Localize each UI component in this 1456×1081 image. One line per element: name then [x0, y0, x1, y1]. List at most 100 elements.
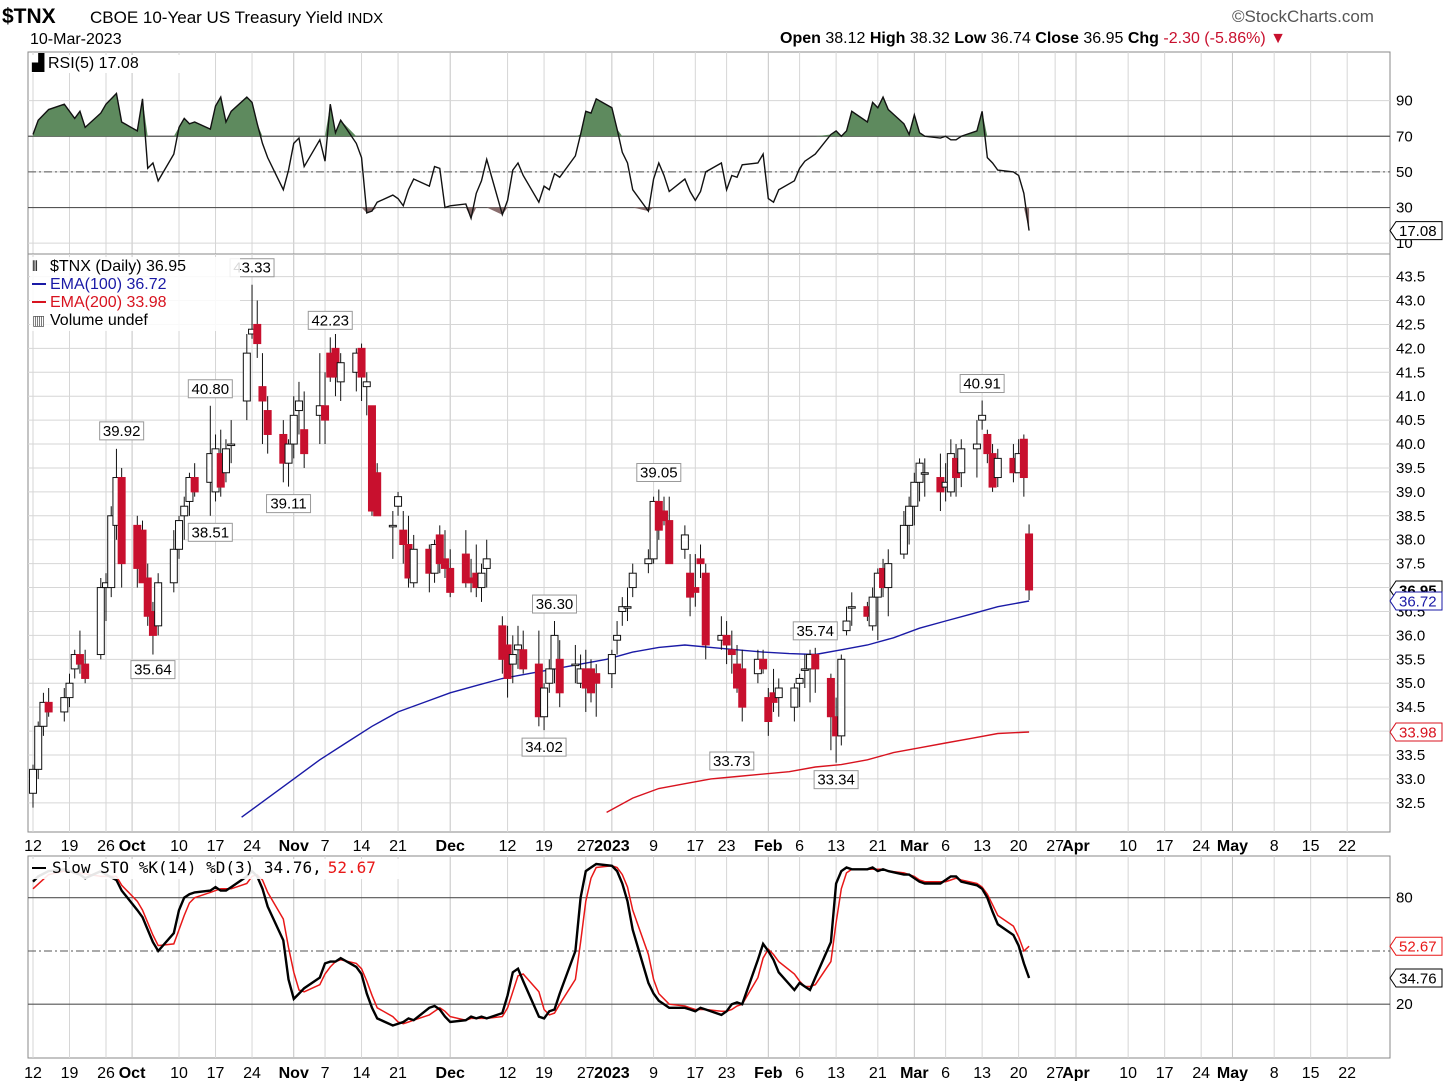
candle-body: [993, 457, 1002, 479]
x-tick-label: 24: [1192, 838, 1210, 855]
x-tick-label: 6: [941, 838, 950, 855]
candle-body: [44, 701, 53, 713]
candle-body: [321, 405, 330, 421]
candle-body: [613, 634, 622, 641]
rsi-label-bg: [32, 55, 182, 73]
x-tick-label: 22: [1338, 838, 1356, 855]
x-tick-label: 6: [795, 838, 804, 855]
price-annotation-box: [709, 751, 755, 771]
x-tick-label: 26: [97, 1065, 115, 1081]
x-tick-label: 24: [1192, 1065, 1210, 1081]
x-tick-label: 14: [353, 838, 371, 855]
sto-label: Slow STO %K(14) %D(3) 34.76, 52.67: [52, 858, 376, 877]
candle-body: [362, 381, 371, 388]
x-tick-label: May: [1217, 838, 1248, 855]
x-tick-label: 20: [1010, 838, 1028, 855]
candle-body: [373, 472, 382, 517]
price-value-tag-box: [1389, 591, 1443, 611]
ticker-full-name: CBOE 10-Year US Treasury Yield: [90, 8, 343, 27]
x-tick-label: Feb: [754, 838, 783, 855]
price-tick-label: 38.0: [1396, 532, 1425, 549]
candle-body: [289, 414, 298, 445]
candle-body: [180, 505, 189, 517]
candle-body: [446, 567, 455, 593]
price-tick-label: 41.5: [1396, 364, 1425, 381]
candle-body: [837, 658, 846, 737]
chart-header: $TNX CBOE 10-Year US Treasury Yield INDX…: [0, 0, 1456, 52]
price-annotation-box: [959, 374, 1005, 394]
legend-entry: EMA(100) 36.72: [50, 276, 167, 293]
rsi-label-icon: ▟: [31, 53, 45, 72]
price-tick-label: 42.5: [1396, 316, 1425, 333]
x-tick-label: 19: [535, 1065, 553, 1081]
candle-body: [660, 510, 669, 522]
x-tick-label: Mar: [900, 1065, 928, 1081]
rsi-tick-label: 90: [1396, 93, 1413, 110]
candle-body: [665, 520, 674, 565]
legend-entry: Volume undef: [50, 312, 148, 329]
price-tick-label: 36.0: [1396, 627, 1425, 644]
low-label: Low: [954, 30, 987, 47]
price-annotation-label: 35.64: [134, 662, 172, 679]
sto-k-last-tag-box: [1389, 968, 1443, 988]
price-tick-label: 42.0: [1396, 340, 1425, 357]
candle-body: [477, 572, 486, 589]
candle-body: [253, 323, 262, 345]
candle-body: [435, 534, 444, 565]
price-tick-label: 41.0: [1396, 388, 1425, 405]
price-annotation-label: 39.92: [103, 423, 141, 440]
x-tick-label: 8: [1270, 1065, 1279, 1081]
ticker-symbol[interactable]: $TNX: [2, 5, 56, 28]
candle-body: [190, 477, 199, 493]
ohlc-summary: Open 38.12 High 38.32 Low 36.74 Close 36…: [780, 30, 1286, 48]
legend-entry: $TNX (Daily) 36.95: [50, 258, 186, 275]
open-label: Open: [780, 30, 821, 47]
x-tick-label: 19: [535, 838, 553, 855]
candle-body: [1019, 438, 1028, 479]
close-label: Close: [1035, 30, 1079, 47]
x-tick-label: 13: [827, 838, 845, 855]
candle-body: [154, 582, 163, 627]
price-tick-label: 34.5: [1396, 699, 1425, 716]
sto-k-line: [32, 862, 1031, 1027]
candle-body: [811, 654, 820, 670]
price-annotation-label: 35.74: [796, 623, 834, 640]
candle-body: [227, 443, 236, 447]
x-tick-label: Feb: [754, 1065, 783, 1081]
candle-body: [482, 558, 491, 569]
x-tick-label: Nov: [279, 838, 309, 855]
price-annotation-label: 40.91: [963, 376, 1001, 393]
chg-value: -2.30 (-5.86%): [1163, 30, 1266, 47]
candle-body: [1025, 533, 1034, 591]
sto-d-last-tag-box: [1389, 936, 1443, 956]
candle-body: [117, 477, 126, 565]
candle-body: [738, 668, 747, 708]
price-annotation-box: [813, 770, 859, 790]
sto-d-value: 52.67: [328, 858, 376, 877]
brand-watermark[interactable]: ©StockCharts.com: [1232, 7, 1374, 26]
x-tick-label: 27: [1046, 1065, 1064, 1081]
x-tick-label: 9: [649, 838, 658, 855]
rsi-tick-label: 70: [1396, 128, 1413, 145]
high-value: 38.32: [909, 30, 950, 47]
close-value: 36.95: [1083, 30, 1124, 47]
price-tick-label: 33.0: [1396, 771, 1425, 788]
open-value: 38.12: [825, 30, 866, 47]
x-tick-label: 2023: [594, 838, 630, 855]
candle-body: [983, 433, 992, 455]
x-tick-label: 17: [207, 1065, 225, 1081]
x-tick-label: Dec: [436, 1065, 465, 1081]
rsi-tick-label: 30: [1396, 200, 1413, 217]
candle-body: [727, 649, 736, 656]
candle-body: [910, 481, 919, 507]
candle-body: [242, 352, 251, 402]
price-tick-label: 40.5: [1396, 412, 1425, 429]
chart-date: 10-Mar-2023: [30, 31, 122, 48]
x-tick-label: 19: [61, 1065, 79, 1081]
rsi-overbought-fill: [33, 93, 1030, 137]
price-annotation-label: 38.51: [192, 524, 230, 541]
price-value-tag-label: 36.72: [1399, 593, 1437, 610]
